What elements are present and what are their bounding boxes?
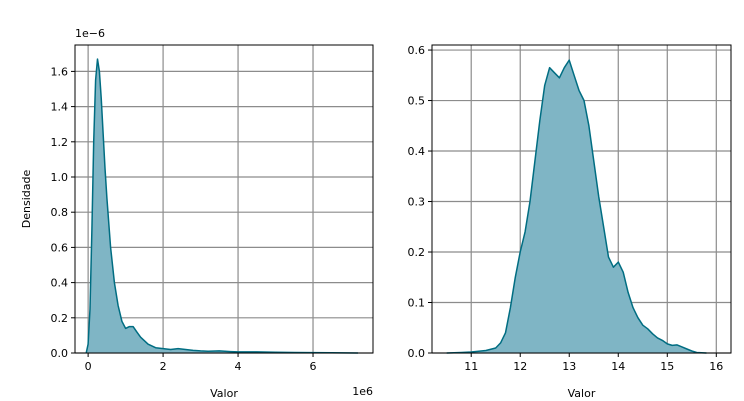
density-area — [86, 59, 358, 353]
y-offset-label: 1e−6 — [75, 27, 105, 40]
density-line — [85, 58, 359, 354]
x-axis-label: Valor — [210, 387, 238, 400]
y-tick-label: 1.0 — [51, 171, 69, 184]
y-tick-label: 1.2 — [51, 136, 69, 149]
y-tick-label: 0.1 — [408, 297, 426, 310]
axes-frame — [74, 44, 374, 354]
y-tick-label: 0.4 — [51, 277, 69, 290]
y-tick-label: 0.0 — [51, 347, 69, 360]
x-tick-label: 13 — [562, 360, 576, 373]
x-tick-label: 12 — [513, 360, 527, 373]
y-tick-label: 1.6 — [51, 65, 69, 78]
x-tick-label: 4 — [235, 360, 242, 373]
y-tick-label: 0.0 — [408, 347, 426, 360]
x-tick-label: 16 — [709, 360, 723, 373]
density-line — [446, 59, 707, 354]
right-density-plot: 11 12 13 14 15 16 0.0 0.1 0.2 0.3 0.4 0.5 0.6 Valor — [408, 44, 732, 400]
x-tick-label: 14 — [611, 360, 625, 373]
y-tick-label: 0.8 — [51, 206, 69, 219]
y-axis-label: Densidade — [20, 170, 33, 229]
axes-frame — [431, 44, 732, 354]
y-tick-label: 0.2 — [408, 246, 426, 259]
left-density-plot: 0 2 4 6 0.0 0.2 0.4 0.6 0.8 1.0 1.2 1.4 1.6 Valor Dens… — [20, 27, 374, 400]
x-tick-label: 11 — [464, 360, 478, 373]
y-tick-label: 0.6 — [51, 241, 69, 254]
y-tick-label: 0.6 — [408, 44, 426, 57]
x-tick-label: 2 — [160, 360, 167, 373]
density-area — [446, 60, 707, 353]
x-tick-label: 6 — [310, 360, 317, 373]
y-tick-label: 0.2 — [51, 312, 69, 325]
y-tick-label: 0.4 — [408, 145, 426, 158]
x-tick-label: 15 — [660, 360, 674, 373]
x-offset-label: 1e6 — [352, 385, 373, 398]
y-tick-label: 0.3 — [408, 196, 426, 209]
x-tick-label: 0 — [85, 360, 92, 373]
y-tick-label: 1.4 — [51, 101, 69, 114]
x-axis-label: Valor — [568, 387, 596, 400]
y-tick-label: 0.5 — [408, 95, 426, 108]
